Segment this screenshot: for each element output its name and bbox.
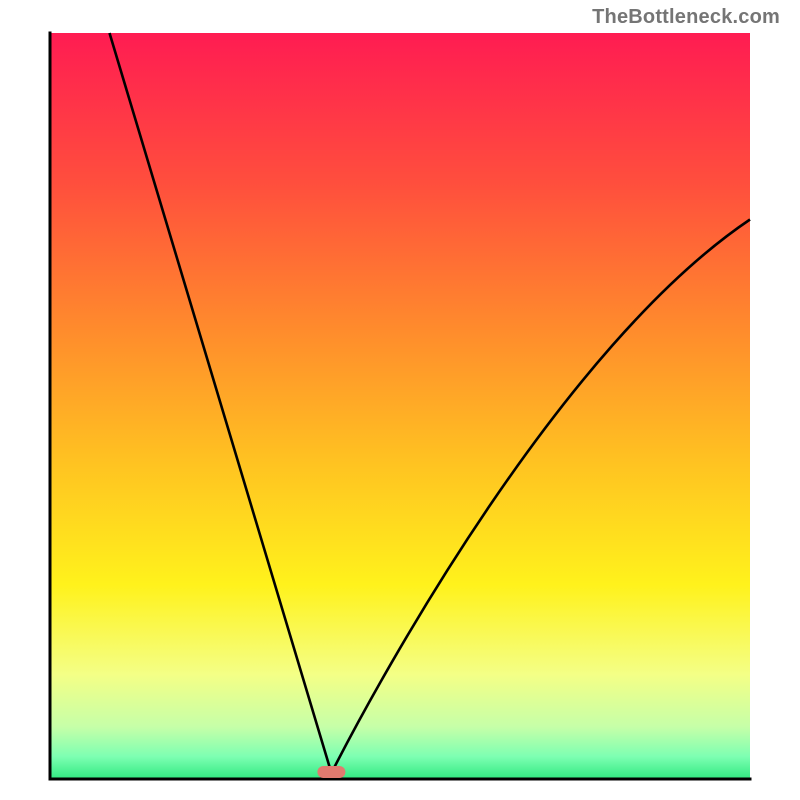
chart-container	[20, 30, 780, 800]
bottleneck-chart-page: TheBottleneck.com	[0, 0, 800, 800]
optimal-point-marker	[317, 766, 345, 778]
plot-gradient-background	[50, 33, 750, 779]
bottleneck-curve-chart	[20, 30, 780, 800]
watermark-text: TheBottleneck.com	[592, 6, 780, 29]
